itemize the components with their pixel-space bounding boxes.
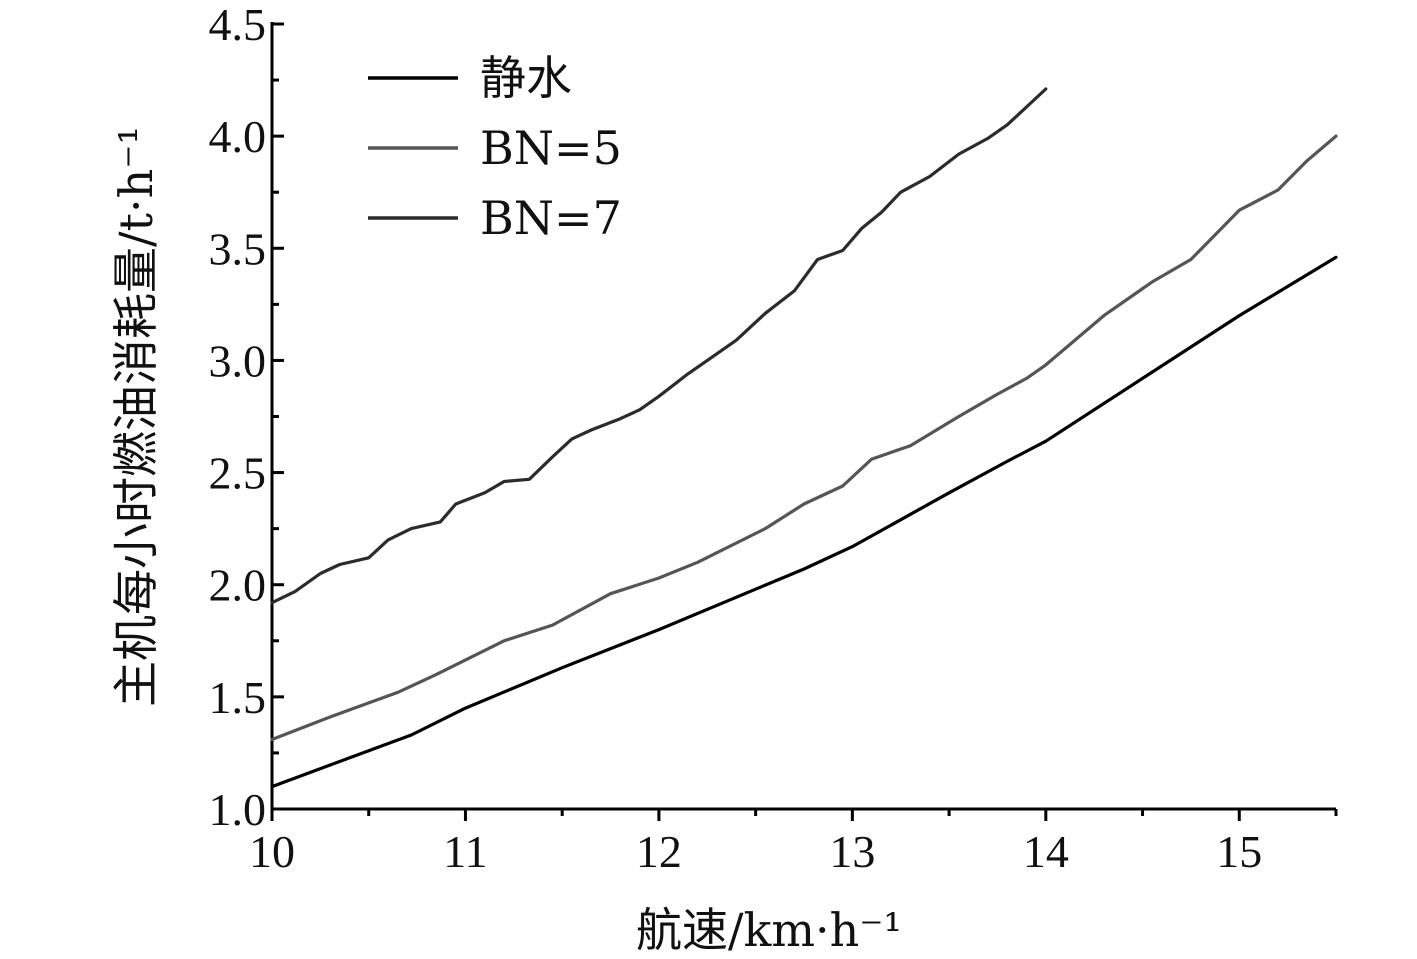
y-tick-label: 1.5 (209, 672, 267, 723)
x-tick-label: 13 (829, 826, 875, 877)
x-tick-label: 10 (249, 826, 295, 877)
series-line-2 (270, 134, 1338, 742)
legend-label-3: BN=7 (480, 191, 622, 245)
x-tick-label: 12 (636, 826, 682, 877)
series-line-3 (270, 87, 1048, 605)
x-axis-title: 航速/km·h⁻¹ (636, 903, 902, 957)
x-tick-label: 14 (1023, 826, 1069, 877)
series-lines (270, 87, 1338, 789)
legend-label-2: BN=5 (480, 121, 622, 175)
y-axis-title: 主机每小时燃油消耗量/t·h⁻¹ (109, 126, 163, 707)
y-tick-label: 4.0 (209, 111, 267, 162)
legend: 静水 BN=5 BN=7 (368, 51, 622, 245)
y-tick-label: 3.0 (209, 335, 267, 386)
x-tick-label: 15 (1216, 826, 1262, 877)
series-line-1 (270, 255, 1338, 789)
y-tick-label: 4.5 (209, 0, 267, 50)
x-tick-label: 11 (443, 826, 487, 877)
y-tick-label: 2.5 (209, 448, 267, 499)
y-tick-label: 1.0 (209, 784, 267, 835)
axes: 1.0 1.5 2.0 2.5 3.0 3.5 4.0 4.5 10 11 12 13 14 15 (209, 0, 1338, 877)
y-tick-label: 3.5 (209, 223, 267, 274)
y-tick-label: 2.0 (209, 560, 267, 611)
legend-label-1: 静水 (480, 51, 572, 105)
